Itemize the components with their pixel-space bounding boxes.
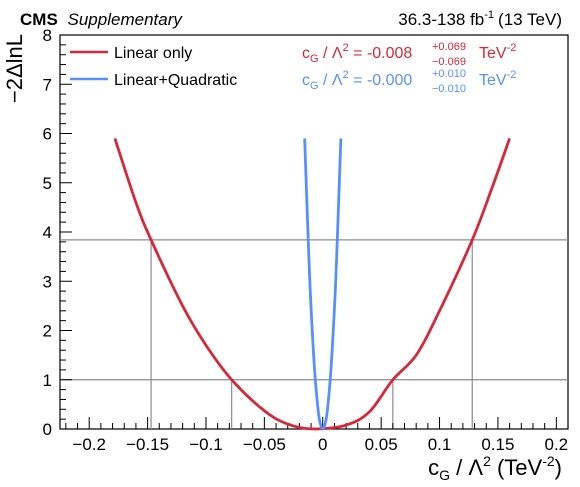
x-tick-label: −0.05	[243, 435, 286, 454]
result-linear-only: cG / Λ2 = -0.008 +0.069 −0.069 TeV-2	[302, 41, 516, 68]
lumi-exp: -1	[484, 9, 494, 21]
result-linear-only-text: cG / Λ2 = -0.008	[302, 42, 412, 65]
result-linear-only-err-up: +0.069	[432, 41, 466, 53]
x-axis-title-pow: 2	[483, 453, 491, 469]
x-tick-label: 0.2	[545, 435, 569, 454]
x-axis-title-unit-pow: -2	[542, 453, 555, 469]
x-tick-label: 0.1	[428, 435, 452, 454]
x-tick-label: 0.15	[481, 435, 514, 454]
y-tick-label: 5	[43, 174, 52, 193]
x-tick-label: 0.05	[365, 435, 398, 454]
legend-label-linear-quadratic: Linear+Quadratic	[114, 72, 237, 89]
y-tick-label: 0	[43, 420, 52, 439]
y-tick-label: 7	[43, 75, 52, 94]
x-axis-title-main: c	[428, 455, 439, 480]
x-tick-label: 0	[318, 435, 327, 454]
energy-label: (13 TeV)	[498, 10, 562, 29]
experiment-label: CMS	[20, 10, 58, 29]
result-linear-quadratic-err-down: −0.010	[432, 83, 466, 95]
x-tick-label: −0.2	[72, 435, 106, 454]
result-linear-only-err-down: −0.069	[432, 56, 466, 68]
x-tick-label: −0.1	[189, 435, 223, 454]
y-axis-ticks: 0 1 2 3 4 5 6 7 8	[43, 26, 72, 439]
y-tick-label: 8	[43, 26, 52, 45]
header-right: 36.3-138 fb-1 (13 TeV)	[398, 9, 562, 29]
x-axis-title-close: )	[555, 455, 562, 480]
x-axis-title: cG / Λ2 (TeV-2)	[428, 453, 562, 483]
result-linear-quadratic: cG / Λ2 = -0.000 +0.010 −0.010 TeV-2	[302, 68, 516, 95]
legend-label-linear-only: Linear only	[114, 45, 192, 62]
y-tick-label: 6	[43, 125, 52, 144]
x-tick-label: −0.15	[126, 435, 169, 454]
x-axis-title-rest: / Λ	[450, 455, 483, 480]
result-linear-quadratic-text: cG / Λ2 = -0.000	[302, 69, 412, 92]
y-tick-label: 2	[43, 322, 52, 341]
header-left: CMS Supplementary	[20, 10, 183, 29]
series-line-linear-quadratic	[303, 138, 343, 431]
result-linear-quadratic-unit: TeV-2	[479, 69, 516, 89]
series-line-linear-only	[113, 137, 511, 431]
x-axis-title-unit: (TeV	[491, 455, 543, 480]
likelihood-curves	[113, 137, 511, 431]
legend: Linear only Linear+Quadratic	[70, 45, 237, 89]
y-axis-title: −2ΔlnL	[2, 34, 27, 103]
result-linear-quadratic-err-up: +0.010	[432, 68, 466, 80]
interval-lines	[150, 239, 473, 429]
result-linear-only-unit: TeV-2	[479, 42, 516, 62]
y-tick-label: 3	[43, 272, 52, 291]
x-axis-ticks: −0.2 −0.15 −0.1 −0.05 0 0.05 0.1 0.15 0.2	[65, 417, 569, 454]
lumi-label: 36.3-138 fb	[398, 10, 484, 29]
y-tick-label: 1	[43, 371, 52, 390]
x-axis-title-sub: G	[439, 467, 450, 483]
tag-label: Supplementary	[68, 10, 184, 29]
y-tick-label: 4	[43, 223, 52, 242]
